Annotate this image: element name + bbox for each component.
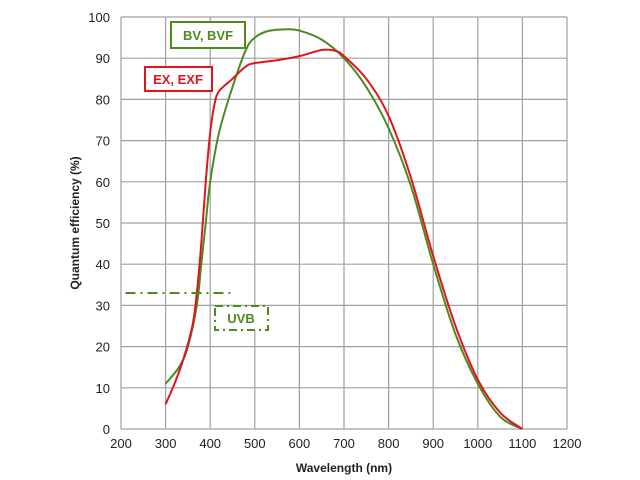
y-tick-label: 50 xyxy=(96,216,110,231)
y-tick-label: 90 xyxy=(96,51,110,66)
x-tick-label: 800 xyxy=(378,436,400,451)
y-tick-label: 80 xyxy=(96,92,110,107)
x-tick-label: 1000 xyxy=(463,436,492,451)
y-axis-label: Quantum efficiency (%) xyxy=(68,156,82,289)
x-tick-label: 500 xyxy=(244,436,266,451)
y-tick-label: 20 xyxy=(96,340,110,355)
legend-bv-bvf: BV, BVF xyxy=(170,21,246,49)
y-tick-label: 10 xyxy=(96,381,110,396)
series-line-ex-exf xyxy=(164,48,523,430)
legend-ex-exf: EX, EXF xyxy=(144,66,213,92)
x-axis-label: Wavelength (nm) xyxy=(296,461,392,475)
legend-box xyxy=(170,21,246,49)
x-tick-label: 400 xyxy=(199,436,221,451)
x-tick-label: 1200 xyxy=(553,436,582,451)
x-tick-label: 300 xyxy=(155,436,177,451)
x-tick-label: 600 xyxy=(289,436,311,451)
x-tick-label: 900 xyxy=(422,436,444,451)
uvb-label: UVB xyxy=(227,311,254,326)
series-lines xyxy=(164,28,523,430)
x-tick-label: 200 xyxy=(110,436,132,451)
uvb-annotation: UVB xyxy=(214,305,269,331)
y-tick-label: 40 xyxy=(96,257,110,272)
y-tick-label: 70 xyxy=(96,134,110,149)
uvb-box xyxy=(214,305,269,331)
legend-label: EX, EXF xyxy=(153,72,203,87)
x-tick-label: 700 xyxy=(333,436,355,451)
legend-label: BV, BVF xyxy=(183,28,233,43)
y-tick-label: 100 xyxy=(88,10,110,25)
series-line-bv-bvf xyxy=(164,28,523,430)
x-tick-label: 1100 xyxy=(508,436,536,451)
y-tick-label: 30 xyxy=(96,298,110,313)
y-tick-label: 0 xyxy=(103,422,110,437)
grid xyxy=(120,16,568,430)
tick-labels: 200 300 400 500 600 700 800 900 1000 1100 1200 0 10 2… xyxy=(88,10,581,451)
y-tick-label: 60 xyxy=(96,175,110,190)
legend-box xyxy=(144,66,213,92)
